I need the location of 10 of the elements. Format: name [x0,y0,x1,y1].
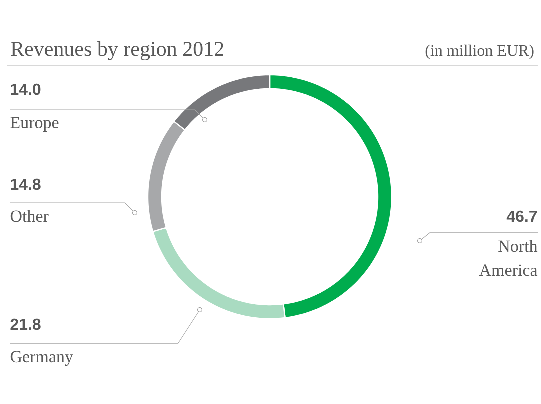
data-label: 21.8 [10,318,41,330]
slice-label: Europe [10,117,59,132]
slice-label: North America [479,240,538,276]
data-label: 14.8 [11,178,41,190]
slice-label: Other [10,210,49,222]
data-label: 14.0 [11,84,41,96]
data-label: 46.7 [506,210,538,222]
slice-label: Germany [10,351,74,366]
chart-title: Revenues by region 2012 [11,41,224,61]
chart-subtitle: (in million EUR) [426,44,534,60]
